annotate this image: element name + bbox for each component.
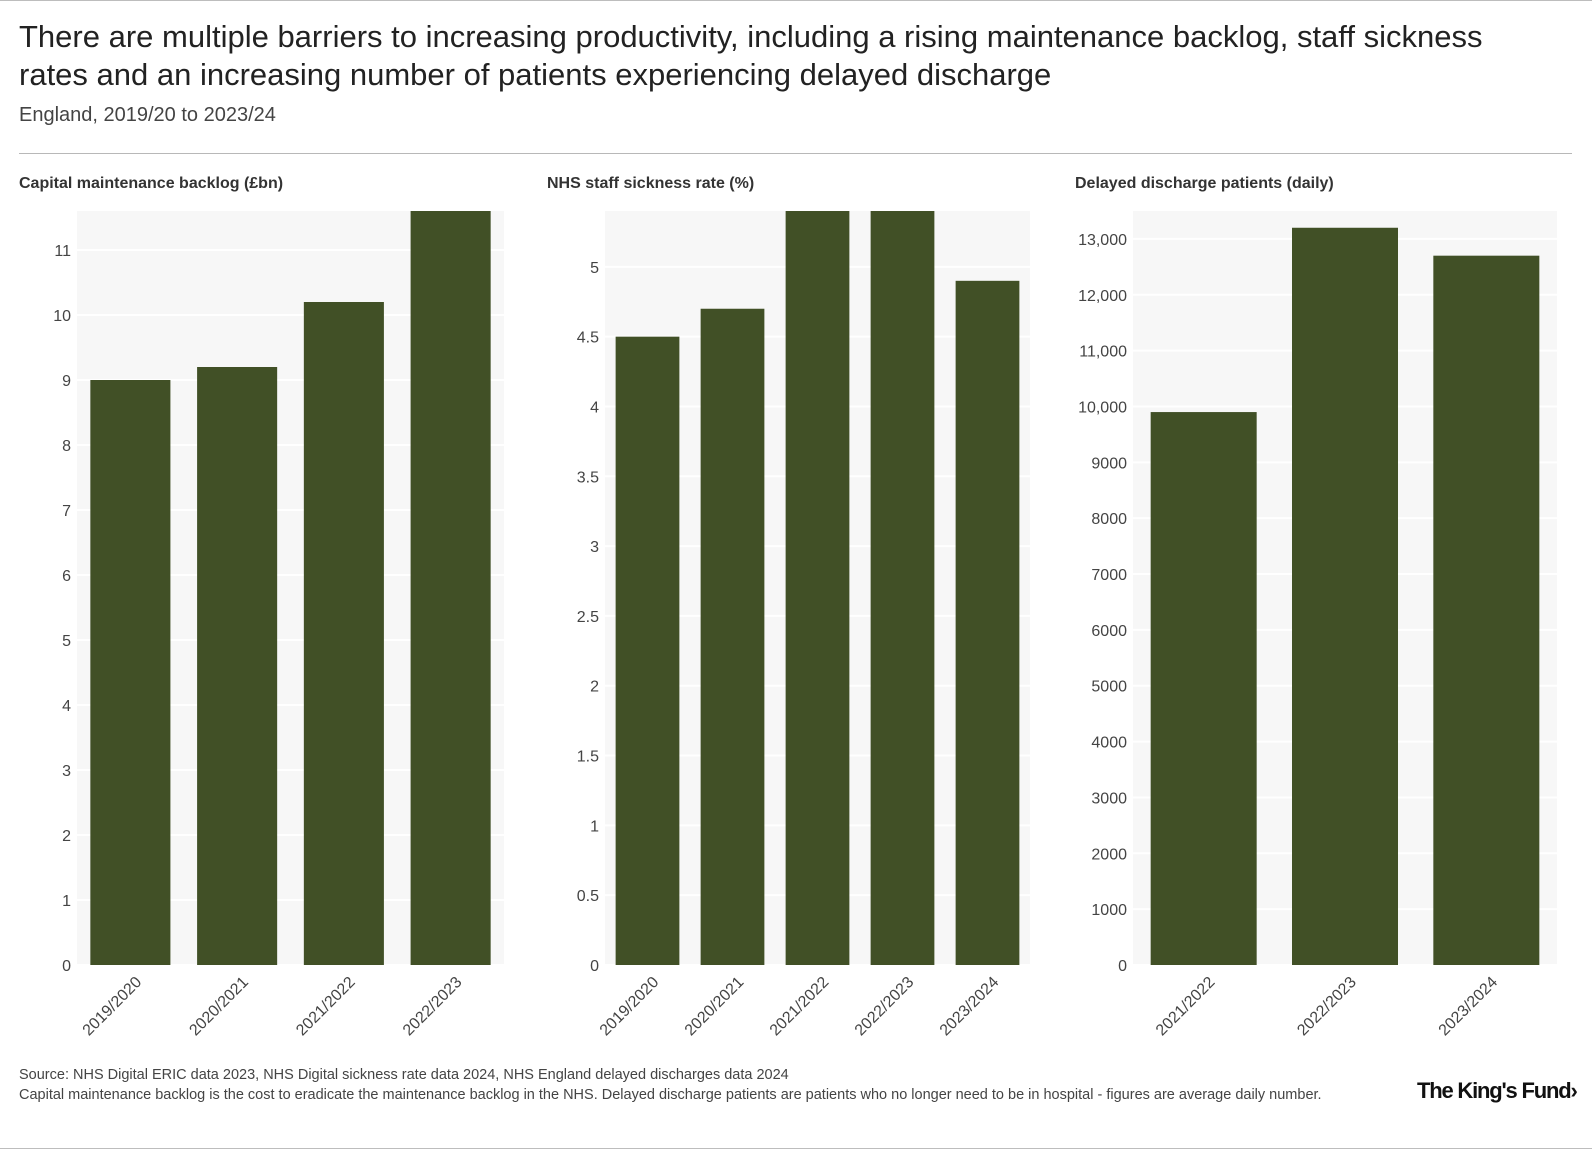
y-tick-label: 3000 — [1091, 790, 1127, 807]
y-tick-label: 9 — [62, 373, 71, 390]
y-tick-label: 1000 — [1091, 902, 1127, 919]
x-tick-label: 2021/2022 — [1153, 974, 1219, 1040]
panel-title-discharge: Delayed discharge patients (daily) — [1075, 175, 1334, 192]
y-tick-label: 4 — [62, 698, 71, 715]
y-tick-label: 6000 — [1091, 623, 1127, 640]
bar — [1150, 412, 1257, 966]
kings-fund-logo: The King's Fund› — [1417, 1078, 1578, 1104]
y-tick-label: 10,000 — [1078, 399, 1127, 416]
x-tick-label: 2023/2024 — [1436, 974, 1502, 1040]
chart-subtitle: England, 2019/20 to 2023/24 — [19, 104, 276, 126]
y-tick-label: 8 — [62, 438, 71, 455]
y-tick-label: 5000 — [1091, 679, 1127, 696]
y-tick-label: 2.5 — [577, 609, 599, 626]
y-tick-label: 3.5 — [577, 469, 599, 486]
y-tick-label: 13,000 — [1078, 232, 1127, 249]
bar — [1433, 255, 1540, 965]
y-tick-label: 3 — [62, 763, 71, 780]
y-tick-label: 0.5 — [577, 888, 599, 905]
footnotes: Source: NHS Digital ERIC data 2023, NHS … — [19, 1066, 1379, 1105]
y-tick-label: 1 — [590, 818, 599, 835]
y-tick-label: 5 — [62, 633, 71, 650]
y-tick-label: 2 — [62, 828, 71, 845]
bar — [870, 211, 935, 965]
chart-title: There are multiple barriers to increasin… — [19, 19, 1483, 92]
bar — [700, 308, 765, 966]
panel-title-sickness: NHS staff sickness rate (%) — [547, 175, 755, 192]
bar — [90, 380, 171, 965]
y-tick-label: 3 — [590, 539, 599, 556]
y-tick-label: 8000 — [1091, 511, 1127, 528]
y-tick-label: 0 — [1118, 958, 1127, 975]
y-tick-label: 5 — [590, 260, 599, 277]
bar — [615, 336, 680, 966]
y-tick-label: 0 — [62, 958, 71, 975]
bar — [955, 280, 1020, 965]
y-tick-label: 1.5 — [577, 749, 599, 766]
top-rule — [0, 0, 1592, 1]
definition-note: Capital maintenance backlog is the cost … — [19, 1086, 1322, 1103]
header-divider — [19, 153, 1572, 154]
y-tick-label: 0 — [590, 958, 599, 975]
y-tick-label: 11 — [54, 243, 71, 260]
y-tick-label: 6 — [62, 568, 71, 585]
bar — [785, 211, 850, 965]
y-tick-label: 2000 — [1091, 846, 1127, 863]
bar — [1292, 227, 1398, 965]
y-tick-label: 1 — [62, 893, 71, 910]
bar — [410, 211, 491, 965]
bar — [197, 367, 278, 965]
y-tick-label: 7000 — [1091, 567, 1127, 584]
y-tick-label: 11,000 — [1079, 344, 1127, 361]
y-tick-label: 9000 — [1091, 455, 1127, 472]
bar — [303, 302, 384, 965]
y-tick-label: 10 — [53, 308, 71, 325]
y-tick-label: 4000 — [1091, 735, 1127, 752]
panel-title-maintenance: Capital maintenance backlog (£bn) — [19, 175, 284, 192]
chevron-right-icon: › — [1570, 1078, 1577, 1103]
bottom-rule — [0, 1148, 1592, 1149]
y-tick-label: 7 — [62, 503, 71, 520]
y-tick-label: 4.5 — [577, 330, 599, 347]
x-tick-label: 2022/2023 — [1294, 974, 1360, 1040]
y-tick-label: 2 — [590, 679, 599, 696]
y-tick-label: 4 — [590, 399, 599, 416]
logo-text: The King's Fund — [1417, 1078, 1572, 1103]
source-note: Source: NHS Digital ERIC data 2023, NHS … — [19, 1067, 789, 1083]
y-tick-label: 12,000 — [1078, 288, 1127, 305]
